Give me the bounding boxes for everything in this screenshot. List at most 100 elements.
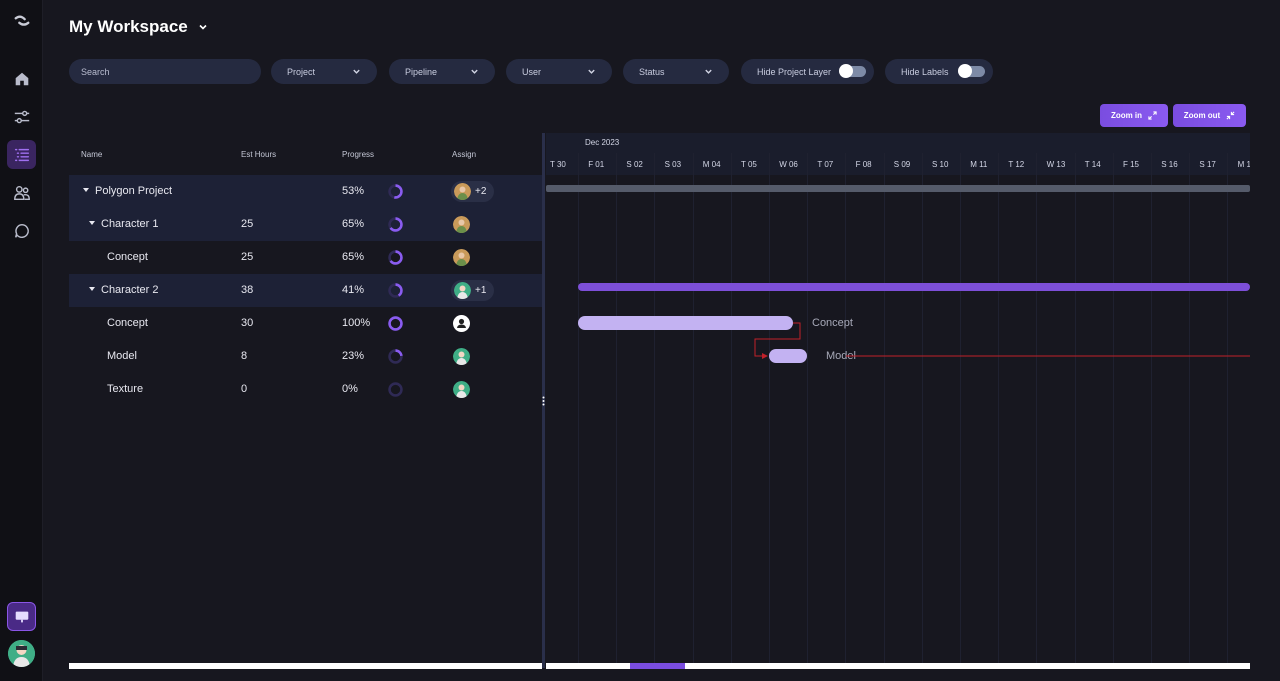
team-icon[interactable] bbox=[7, 178, 36, 207]
user-filter-dropdown[interactable]: User bbox=[506, 59, 612, 84]
presentation-icon[interactable] bbox=[7, 602, 36, 631]
row-progress-text: 100% bbox=[342, 317, 371, 329]
assignee-avatar[interactable] bbox=[453, 216, 470, 233]
gantt-day-label: S 10 bbox=[932, 160, 949, 169]
table-row[interactable]: Polygon Project 53% +2 bbox=[69, 175, 543, 208]
assignee-avatar-default[interactable] bbox=[453, 315, 470, 332]
switch-knob bbox=[958, 64, 972, 78]
avatar-image bbox=[454, 183, 471, 200]
expand-icon bbox=[1148, 111, 1157, 120]
progress-ring bbox=[388, 250, 403, 265]
home-icon-shape bbox=[15, 72, 28, 85]
task-bar-concept[interactable] bbox=[578, 316, 793, 330]
table-row[interactable]: Texture 0 0% bbox=[69, 373, 543, 406]
project-filter-dropdown[interactable]: Project bbox=[271, 59, 377, 84]
assignee-avatar[interactable] bbox=[453, 249, 470, 266]
row-est-hours: 38 bbox=[241, 284, 254, 296]
sliders-icon-shape bbox=[14, 110, 29, 123]
task-bar-label-model: Model bbox=[826, 350, 856, 362]
column-name[interactable]: Name bbox=[81, 150, 103, 159]
logo-icon[interactable] bbox=[7, 6, 36, 35]
search-input[interactable] bbox=[69, 59, 261, 84]
gantt-gridline bbox=[692, 153, 694, 663]
hide-labels-switch[interactable] bbox=[958, 64, 985, 78]
chat-icon-shape bbox=[14, 223, 29, 238]
column-progress[interactable]: Progress bbox=[342, 150, 375, 159]
hide-project-layer-switch[interactable] bbox=[839, 64, 866, 78]
workspace-selector[interactable]: My Workspace bbox=[69, 17, 208, 37]
assignee-avatar[interactable] bbox=[454, 183, 471, 200]
gantt-gridline bbox=[845, 153, 847, 663]
gantt-gridline bbox=[578, 153, 579, 663]
table-row[interactable]: Model 8 23% bbox=[69, 340, 543, 373]
zoom-in-button[interactable]: Zoom in bbox=[1100, 104, 1168, 127]
gantt-gridline bbox=[730, 153, 732, 663]
gantt-day-label: W 06 bbox=[779, 160, 798, 169]
gantt-horizontal-scrollbar[interactable] bbox=[546, 663, 1250, 669]
avatar-image bbox=[454, 282, 471, 299]
user-filter-label: User bbox=[522, 66, 542, 77]
row-progress-text: 41% bbox=[342, 284, 365, 296]
assignee-avatar[interactable] bbox=[454, 282, 471, 299]
table-row[interactable]: Character 1 25 65% bbox=[69, 208, 543, 241]
gantt-day-label: S 02 bbox=[626, 160, 643, 169]
row-name[interactable]: Concept bbox=[107, 317, 148, 329]
assignee-avatar[interactable] bbox=[453, 348, 470, 365]
page-title: My Workspace bbox=[69, 17, 188, 36]
column-est-hours[interactable]: Est Hours bbox=[241, 150, 277, 159]
dependency-arrow-icon bbox=[762, 353, 768, 359]
drag-handle-icon[interactable] bbox=[542, 396, 545, 406]
gantt-day-label: S 03 bbox=[664, 160, 682, 169]
status-filter-dropdown[interactable]: Status bbox=[623, 59, 729, 84]
assignee-avatar[interactable] bbox=[453, 381, 470, 398]
project-bar-polygon-project[interactable] bbox=[546, 185, 1250, 192]
gantt-list-icon[interactable] bbox=[7, 140, 36, 169]
sliders-icon[interactable] bbox=[7, 102, 36, 131]
dependency-connector bbox=[754, 322, 801, 357]
user-avatar-image bbox=[8, 640, 35, 667]
group-bar-character-2[interactable] bbox=[578, 283, 1250, 291]
row-name[interactable]: Character 2 bbox=[89, 284, 158, 296]
task-bar-model[interactable] bbox=[769, 349, 807, 363]
home-icon[interactable] bbox=[7, 64, 36, 93]
row-name[interactable]: Texture bbox=[107, 383, 144, 395]
gantt-day-label: T 14 bbox=[1084, 160, 1101, 169]
gantt-scrollbar-thumb[interactable] bbox=[630, 663, 685, 669]
avatar-image bbox=[453, 381, 470, 398]
column-assign[interactable]: Assign bbox=[452, 150, 477, 159]
dependency-lines bbox=[754, 322, 1250, 359]
progress-ring bbox=[388, 184, 403, 199]
gantt-gridline bbox=[883, 153, 885, 663]
row-name[interactable]: Model bbox=[107, 350, 137, 362]
user-avatar[interactable] bbox=[8, 640, 35, 667]
table-row[interactable]: Concept 25 65% bbox=[69, 241, 543, 274]
table-row[interactable]: Character 2 38 41% +1 bbox=[69, 274, 543, 307]
hide-project-layer-label: Hide Project Layer bbox=[757, 66, 832, 77]
table-horizontal-scrollbar[interactable] bbox=[69, 663, 542, 669]
caret-down-icon[interactable] bbox=[89, 287, 95, 292]
chevron-down-icon bbox=[588, 69, 595, 74]
zoom-out-button[interactable]: Zoom out bbox=[1173, 104, 1246, 127]
hide-project-layer-toggle[interactable]: Hide Project Layer bbox=[741, 59, 874, 84]
chat-icon[interactable] bbox=[7, 216, 36, 245]
row-name[interactable]: Polygon Project bbox=[83, 185, 172, 197]
row-progress-text: 0% bbox=[342, 383, 358, 395]
gantt-month-label: Dec 2023 bbox=[585, 138, 620, 147]
row-name[interactable]: Character 1 bbox=[89, 218, 158, 230]
avatar-image bbox=[453, 348, 470, 365]
hide-labels-label: Hide Labels bbox=[901, 66, 949, 77]
chevron-down-icon bbox=[353, 69, 360, 74]
sidebar bbox=[0, 0, 43, 681]
pipeline-filter-dropdown[interactable]: Pipeline bbox=[389, 59, 495, 84]
row-name[interactable]: Concept bbox=[107, 251, 148, 263]
gantt-chart[interactable]: Dec 2023 T 30 F 01 S 02 S 03 M 04 T 05 W 06 T 0… bbox=[546, 133, 1250, 663]
gantt-gridline bbox=[1151, 153, 1152, 663]
caret-down-icon[interactable] bbox=[89, 221, 95, 226]
table-row[interactable]: Concept 30 100% bbox=[69, 307, 543, 340]
progress-ring bbox=[388, 217, 403, 232]
caret-down-icon[interactable] bbox=[83, 188, 89, 193]
logo-icon-shape bbox=[14, 15, 29, 26]
row-est-hours: 25 bbox=[241, 251, 254, 263]
gantt-day-label: M 04 bbox=[702, 160, 721, 169]
hide-labels-toggle[interactable]: Hide Labels bbox=[885, 59, 993, 84]
